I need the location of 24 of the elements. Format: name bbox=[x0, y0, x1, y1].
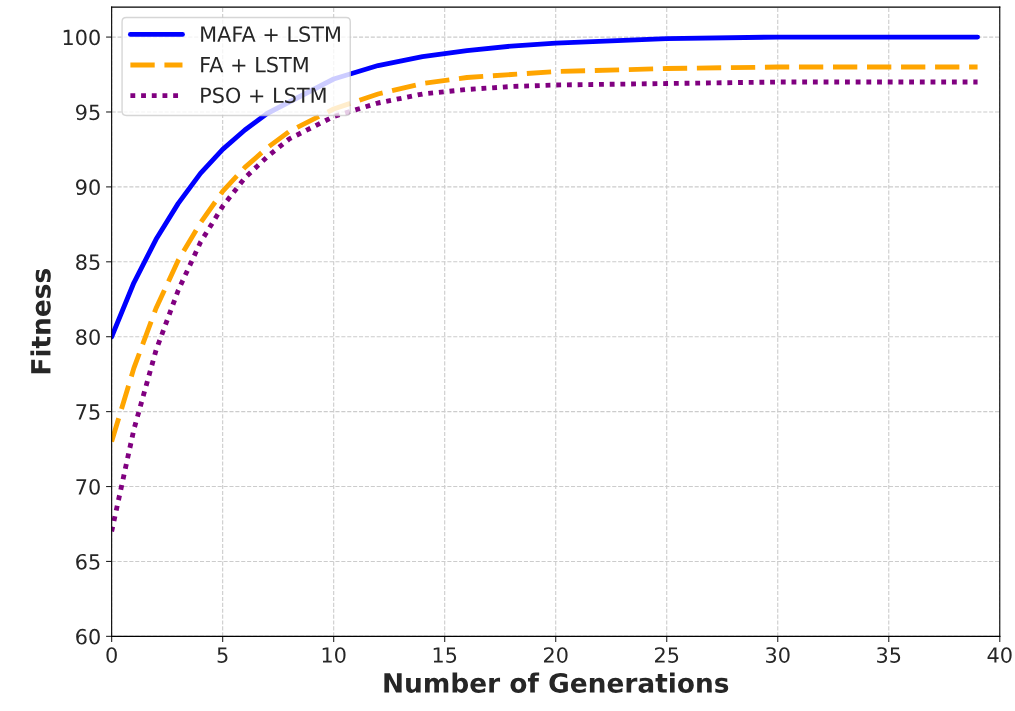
y-tick-label: 90 bbox=[76, 179, 100, 196]
x-tick-label: 35 bbox=[877, 647, 901, 663]
y-tick-label: 100 bbox=[63, 29, 100, 46]
y-tick-label: 65 bbox=[76, 553, 100, 570]
y-tick-label: 85 bbox=[76, 254, 100, 271]
y-axis-title: Fitness bbox=[30, 269, 51, 374]
y-tick-label: 60 bbox=[76, 628, 100, 645]
y-tick-label: 70 bbox=[76, 478, 100, 495]
x-tick-label: 10 bbox=[322, 647, 346, 663]
x-tick-label: 0 bbox=[106, 647, 117, 663]
y-tick-label: 75 bbox=[76, 404, 100, 420]
y-tick-label: 80 bbox=[76, 329, 100, 345]
y-tick-label: 95 bbox=[76, 104, 100, 121]
x-tick-label: 5 bbox=[217, 647, 228, 663]
x-tick-label: 30 bbox=[766, 647, 790, 663]
line-series bbox=[111, 79, 980, 534]
legend-label: PSO + LSTM bbox=[201, 87, 326, 104]
legend-label: MAFA + LSTM bbox=[201, 26, 340, 42]
x-tick-label: 40 bbox=[987, 647, 1012, 663]
legend-label: FA + LSTM bbox=[201, 56, 308, 73]
x-tick-label: 25 bbox=[655, 647, 679, 663]
x-tick-label: 20 bbox=[543, 647, 568, 663]
x-tick-label: 15 bbox=[433, 647, 457, 663]
x-axis-title: Number of Generations bbox=[384, 672, 729, 693]
